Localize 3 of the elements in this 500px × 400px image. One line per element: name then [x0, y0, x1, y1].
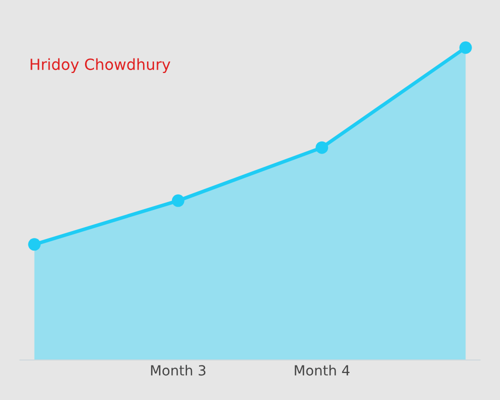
x-tick-label: Month 3 [151, 364, 206, 376]
x-tick-label: Month 4 [294, 364, 350, 376]
annotation: Hridoy Chowdhury [30, 58, 170, 74]
